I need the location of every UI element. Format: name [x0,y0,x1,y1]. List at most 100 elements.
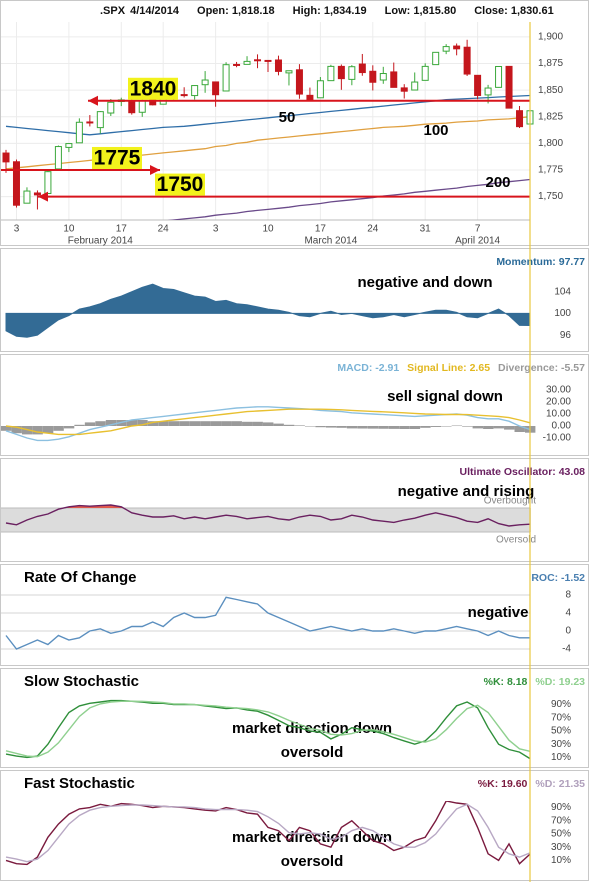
histogram-bar [221,421,232,426]
ma-label: 50 [279,109,296,126]
panel-frame [0,0,589,246]
level-label: 1840 [130,77,177,100]
candle-body [96,111,104,129]
series-line [5,700,531,758]
candle-body [254,59,262,62]
candle-body [86,121,94,124]
candle-body [54,146,62,170]
band-label: Overbought [484,496,536,507]
ohlc-readout: Low: 1,815.80 [385,5,457,17]
level-label-bg [92,146,142,169]
x-tick-label: 3 [14,224,20,235]
x-tick-label: 31 [420,224,432,235]
candle-body [274,59,282,72]
histogram-bar [451,425,463,427]
histogram-bar [357,426,368,429]
candle-body [421,65,429,81]
annotation: negative [468,604,529,621]
histogram-bar [388,426,400,429]
y-tick-label: 30% [551,842,571,853]
panel-frame [0,248,589,352]
series-line [5,408,531,436]
y-tick-label: 1,850 [538,85,563,96]
candle-body [442,46,450,52]
candle-body [505,65,513,109]
readout: %D: 19.23 [535,676,585,688]
histogram-bar [283,424,295,426]
histogram-bar [504,426,515,430]
histogram-bar [441,426,452,427]
annotation: oversold [281,853,344,870]
candle-body [337,65,345,80]
histogram-bar [399,426,410,429]
histogram-bar [315,426,326,428]
level-arrow [150,164,160,175]
histogram-bar [304,426,316,427]
ohlc-readout: Open: 1,818.18 [197,5,275,17]
histogram-bar [483,426,494,429]
panel-frame [0,668,589,768]
candle-body [484,87,492,96]
readout: %K: 19.60 [478,778,528,790]
area [5,283,531,338]
histogram-bar [242,421,253,426]
ma-label: 200 [485,174,510,191]
panel-frame [0,458,589,562]
candle-body [463,46,471,75]
readouts: ROC: -1.52 [531,572,585,584]
candle-body [2,152,10,163]
annotation: market direction down [232,829,392,846]
histogram-bar [273,423,284,426]
histogram-bar [11,426,22,434]
y-tick-label: -4 [562,644,571,655]
histogram-bar [147,421,159,426]
candle-body [316,80,324,99]
series-line [5,504,531,527]
series-line [5,596,530,650]
histogram-bar [430,426,442,427]
histogram-bar [168,421,180,426]
y-tick-label: 70% [551,815,571,826]
y-tick-label: 100 [554,308,571,319]
histogram-bar [409,426,421,429]
candle-body [411,81,419,91]
y-tick-label: 30% [551,739,571,750]
series-line [5,801,531,866]
histogram-bar [346,426,358,429]
histogram-bar [137,420,148,426]
candle-body [495,65,503,88]
candle-body [285,70,293,74]
histogram-bar [472,426,483,429]
y-tick-label: 8 [565,590,571,601]
band-label: Oversold [496,535,536,546]
histogram-bar [336,426,347,428]
candle-body [222,64,230,92]
candle-body [474,74,482,96]
candle-body [212,81,220,96]
ohlc-readout: Close: 1,830.61 [474,5,554,17]
y-tick-label: 96 [560,330,572,341]
histogram-bar [252,421,263,426]
candle-body [243,60,251,65]
candle-body [107,101,115,114]
level-arrow [88,95,98,106]
histogram-bar [367,426,379,429]
histogram-bar [74,424,85,426]
y-tick-label: 0 [565,626,571,637]
y-tick-label: 30.00 [546,385,571,396]
histogram-bar [493,426,504,429]
x-tick-label: 10 [63,224,75,235]
y-tick-label: 10.00 [546,409,571,420]
y-tick-label: 1,775 [538,165,563,176]
readout: Divergence: -5.57 [498,362,585,374]
annotation: sell signal down [387,388,503,405]
histogram-bar [263,422,274,426]
symbol: .SPX [100,5,126,17]
x-tick-label: 24 [367,224,379,235]
header: .SPX 4/14/2014 Open: 1,818.18 High: 1,834.1… [100,5,554,17]
x-tick-label: 17 [116,224,128,235]
candle-body [327,65,335,82]
y-tick-label: 10% [551,752,571,763]
panel-title: Fast Stochastic [24,775,135,792]
annotation: negative and rising [398,483,535,500]
